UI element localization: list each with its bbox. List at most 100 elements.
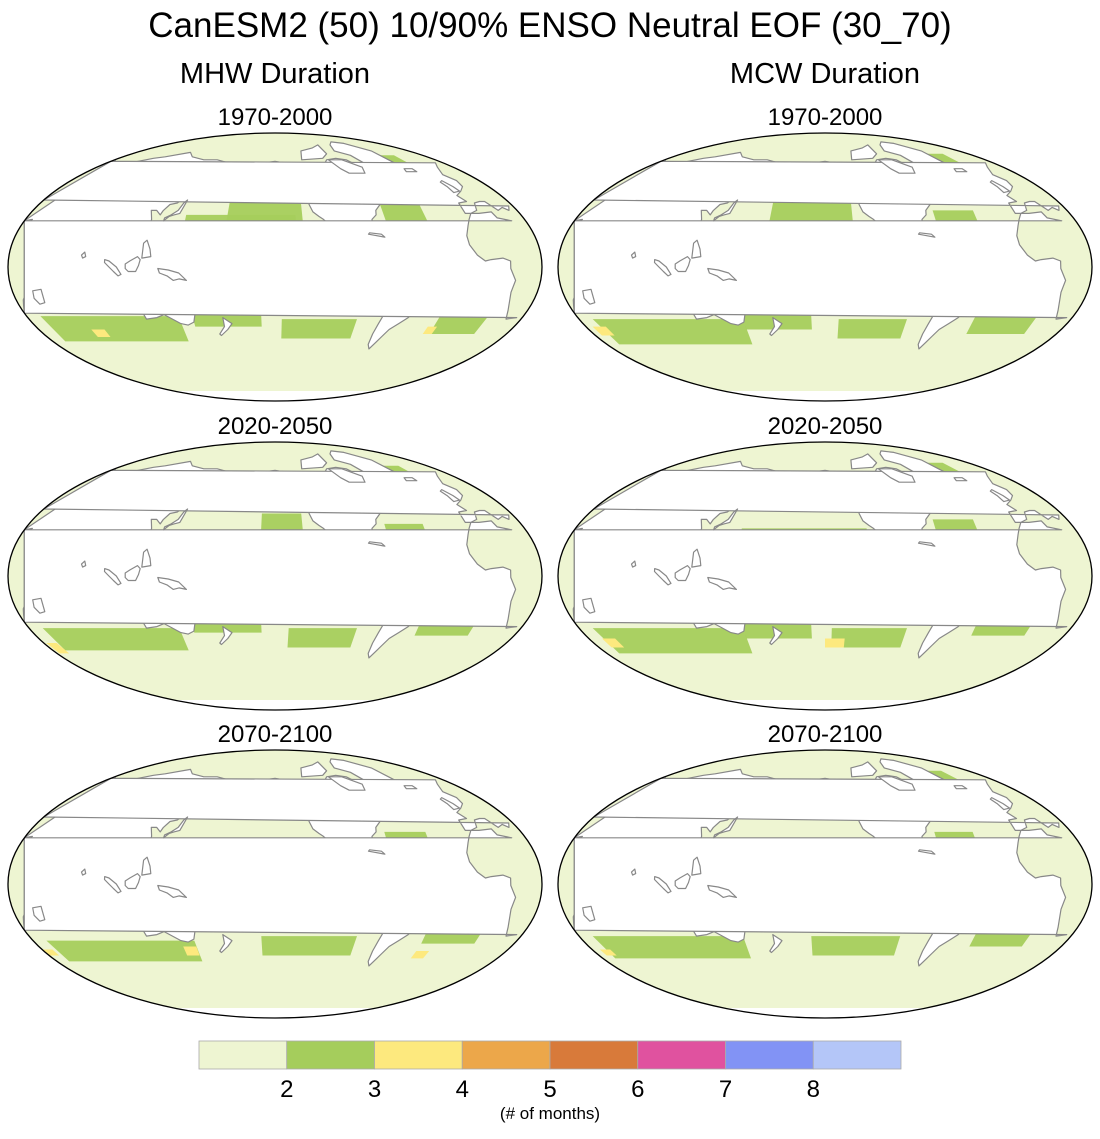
duration-patch-level-3 bbox=[768, 200, 854, 226]
borneo-land bbox=[674, 872, 691, 890]
world-map bbox=[557, 132, 1093, 402]
baffin-land bbox=[877, 776, 916, 791]
madagascar-land bbox=[32, 597, 46, 614]
sri-lanka-land bbox=[80, 868, 87, 876]
philippines-land bbox=[691, 239, 702, 259]
legend-tick-label: 6 bbox=[631, 1076, 644, 1101]
iceland-land bbox=[953, 168, 968, 173]
borneo-land bbox=[674, 255, 691, 273]
legend-tick-label: 2 bbox=[280, 1076, 293, 1101]
cuba-land bbox=[917, 849, 936, 855]
duration-patch-level-4 bbox=[46, 643, 70, 654]
antarctica-land bbox=[558, 391, 1092, 401]
legend-swatch bbox=[286, 1040, 375, 1070]
arctic-islands-land bbox=[850, 761, 878, 778]
arctic-islands-land bbox=[300, 761, 328, 778]
duration-patch-level-3 bbox=[811, 936, 901, 956]
map-layers bbox=[8, 442, 542, 710]
iceland-land bbox=[403, 168, 418, 173]
color-legend: 2 3 4 5 6 7 8 bbox=[0, 1035, 1100, 1139]
madagascar-land bbox=[32, 905, 46, 922]
iceland-land bbox=[403, 785, 418, 790]
new-guinea-land bbox=[157, 884, 187, 898]
sri-lanka-land bbox=[80, 560, 87, 568]
duration-patch-level-4 bbox=[422, 326, 438, 334]
world-map bbox=[7, 132, 543, 402]
baffin-land bbox=[327, 776, 366, 791]
duration-patch-level-3 bbox=[225, 198, 304, 226]
sumatra-land bbox=[103, 568, 122, 586]
madagascar-land bbox=[32, 288, 46, 305]
figure-title: CanESM2 (50) 10/90% ENSO Neutral EOF (30… bbox=[148, 6, 952, 45]
new-guinea-land bbox=[707, 884, 737, 898]
new-guinea-land bbox=[707, 576, 737, 590]
duration-patch-level-3 bbox=[287, 628, 357, 648]
map-border bbox=[7, 132, 543, 402]
new-zealand-land bbox=[219, 934, 233, 954]
legend-swatch bbox=[725, 1040, 814, 1070]
legend-swatch bbox=[812, 1040, 902, 1070]
new-guinea-land bbox=[157, 576, 187, 590]
uk-land bbox=[989, 796, 1011, 811]
duration-patch-level-4 bbox=[183, 946, 200, 956]
iceland-land bbox=[953, 785, 968, 790]
antarctica-land bbox=[8, 700, 542, 710]
duration-patch-level-3 bbox=[592, 319, 753, 345]
column-title-mhw: MHW Duration bbox=[179, 58, 371, 90]
africa-west-land bbox=[573, 520, 1068, 629]
philippines-land bbox=[691, 856, 702, 876]
legend-tick-label: 7 bbox=[719, 1076, 732, 1101]
europe-land bbox=[593, 469, 1060, 524]
arctic-islands-land bbox=[850, 144, 878, 161]
duration-patch-level-4 bbox=[410, 951, 430, 959]
legend-tick-label: 3 bbox=[368, 1076, 381, 1101]
sri-lanka-land bbox=[630, 251, 637, 259]
duration-patch-level-3 bbox=[831, 628, 907, 648]
legend-swatch bbox=[637, 1040, 726, 1070]
sumatra-land bbox=[103, 876, 122, 894]
madagascar-land bbox=[582, 288, 596, 305]
japan-land bbox=[163, 508, 189, 531]
new-zealand-land bbox=[769, 317, 783, 337]
borneo-land bbox=[124, 255, 141, 273]
uk-land bbox=[439, 179, 461, 194]
uk-land bbox=[989, 179, 1011, 194]
uk-land bbox=[439, 488, 461, 503]
baffin-land bbox=[327, 159, 366, 174]
antarctica-land bbox=[8, 1008, 542, 1018]
sri-lanka-land bbox=[80, 251, 87, 259]
map-layers bbox=[558, 442, 1092, 710]
duration-patch-level-3 bbox=[281, 319, 357, 339]
africa-west-land bbox=[573, 828, 1068, 937]
antarctica-land bbox=[558, 1008, 1092, 1018]
baffin-land bbox=[877, 159, 916, 174]
new-guinea-land bbox=[157, 267, 187, 281]
duration-patch-level-4 bbox=[825, 638, 845, 648]
duration-patch-level-3 bbox=[592, 936, 751, 959]
duration-patch-level-3 bbox=[0, 911, 2, 929]
arctic-islands-land bbox=[300, 144, 328, 161]
cuba-land bbox=[367, 849, 386, 855]
duration-patch-level-3 bbox=[592, 628, 753, 654]
africa-west-land bbox=[23, 520, 518, 629]
duration-patch-level-4 bbox=[42, 949, 60, 956]
africa-west-land bbox=[23, 828, 518, 937]
japan-land bbox=[163, 199, 189, 222]
europe-land bbox=[593, 160, 1060, 215]
world-map bbox=[557, 441, 1093, 711]
philippines-land bbox=[141, 239, 152, 259]
madagascar-land bbox=[582, 597, 596, 614]
legend-swatch bbox=[374, 1040, 463, 1070]
duration-patch-level-3 bbox=[42, 628, 189, 651]
legend-tick-label: 4 bbox=[456, 1076, 469, 1101]
new-zealand-land bbox=[219, 626, 233, 646]
new-zealand-land bbox=[769, 934, 783, 954]
iceland-land bbox=[403, 477, 418, 482]
new-zealand-land bbox=[769, 626, 783, 646]
uk-land bbox=[989, 488, 1011, 503]
antarctica-land bbox=[8, 391, 542, 401]
map-border bbox=[7, 749, 543, 1019]
duration-patch-level-3 bbox=[837, 319, 907, 339]
cuba-land bbox=[917, 232, 936, 238]
borneo-land bbox=[124, 564, 141, 582]
